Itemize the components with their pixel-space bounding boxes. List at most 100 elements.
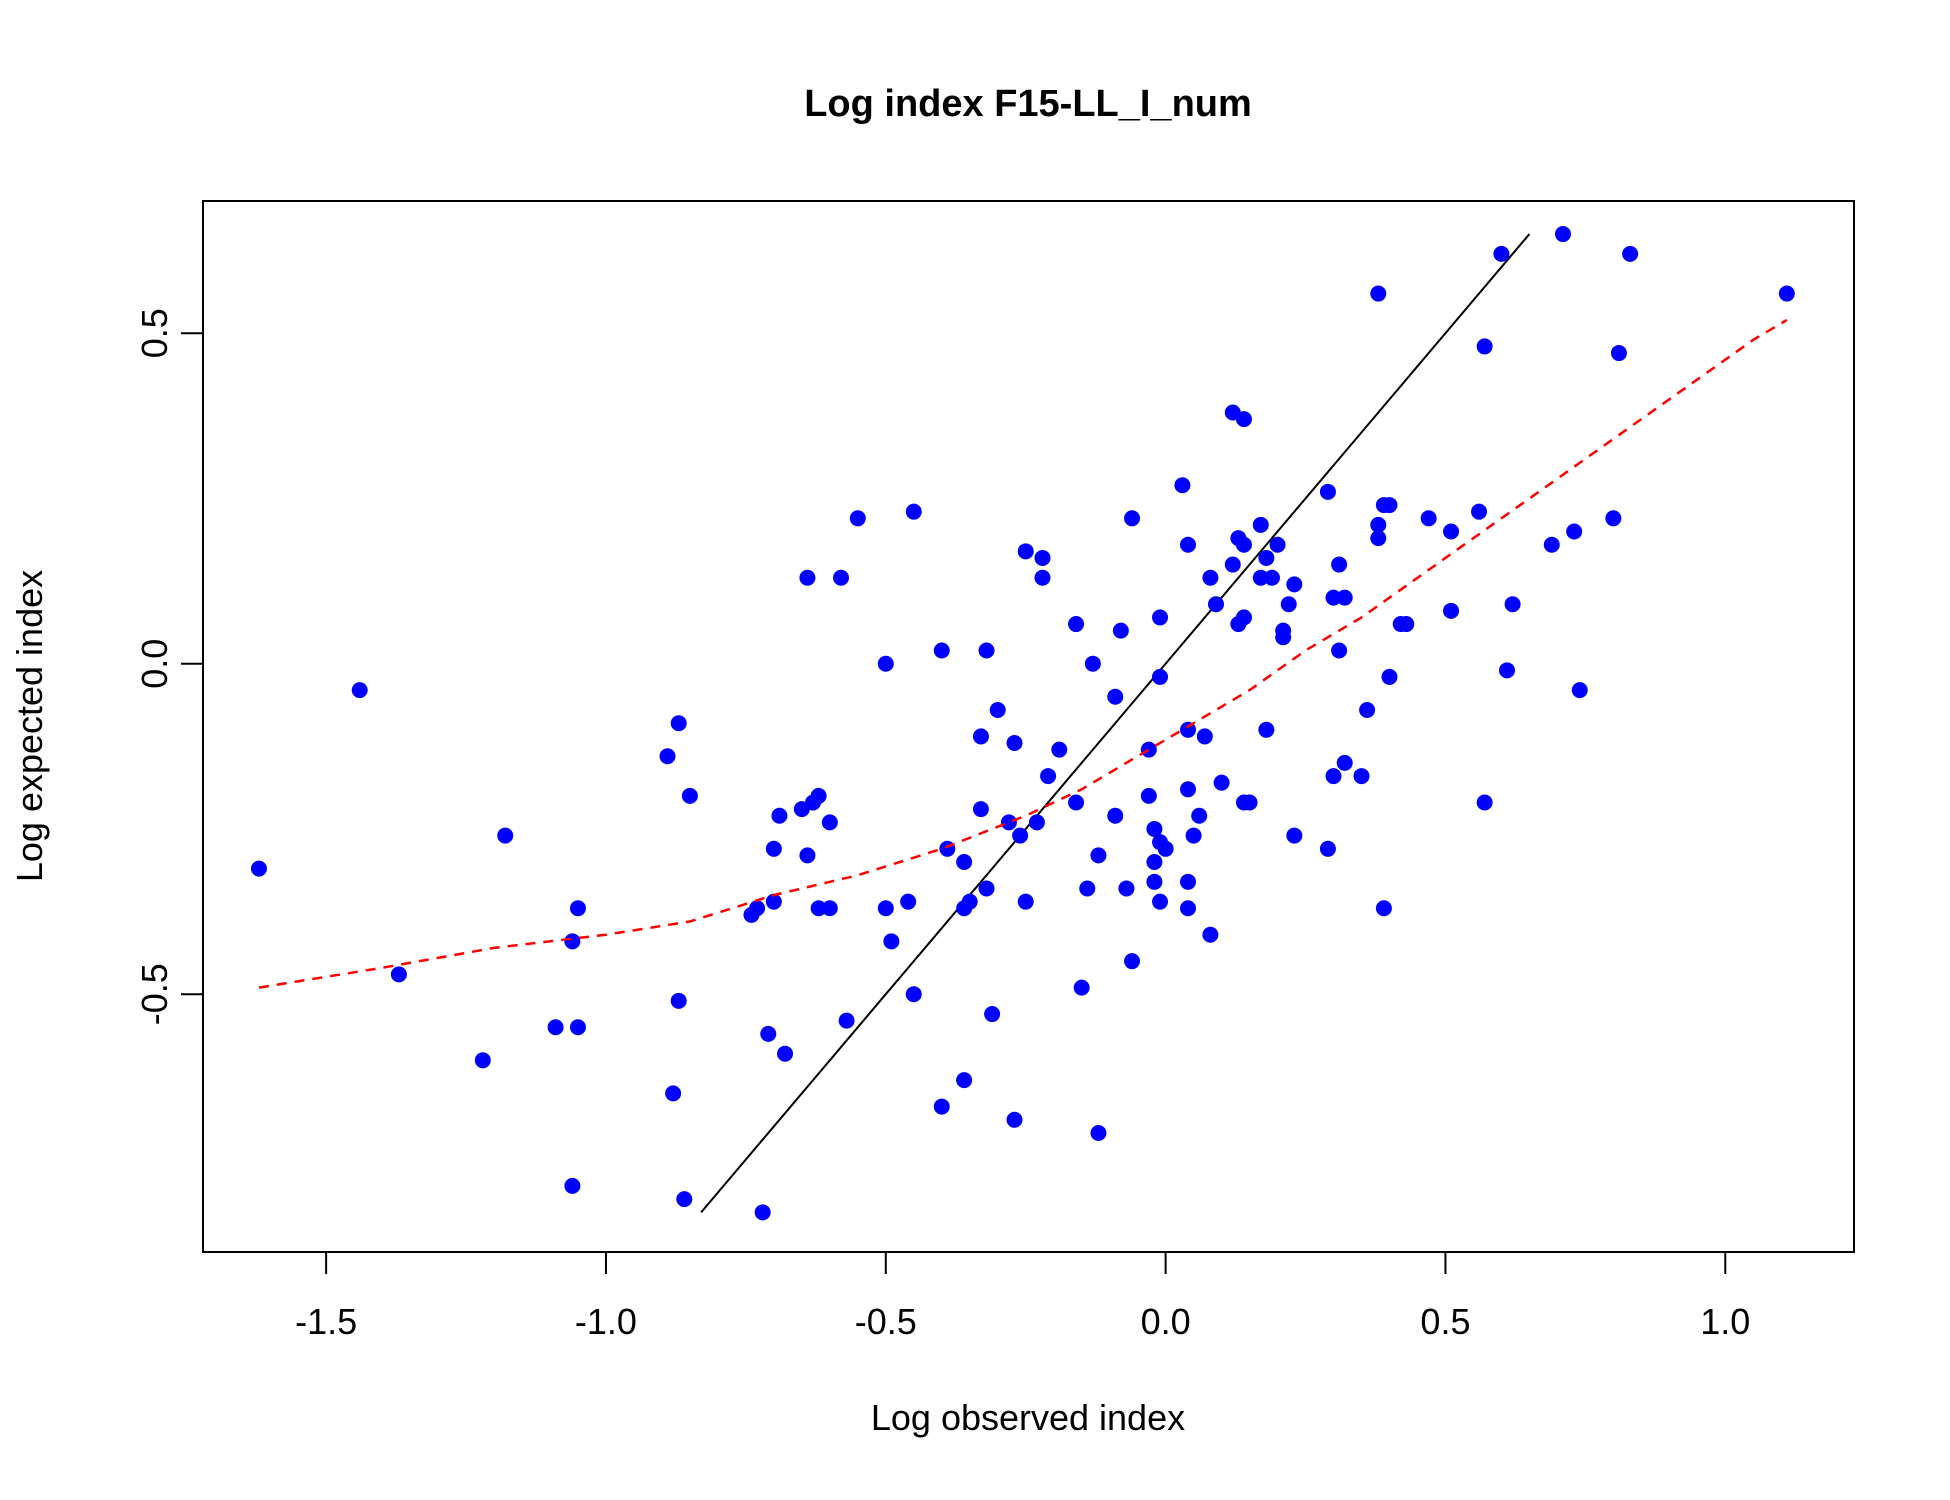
data-point — [1140, 741, 1157, 758]
data-point — [1040, 768, 1057, 785]
plot-frame — [202, 200, 1855, 1253]
data-point — [1398, 616, 1415, 633]
data-point — [754, 1204, 771, 1221]
data-point — [1028, 814, 1045, 831]
x-axis: -1.5 -1.0 -0.5 0.0 0.5 1.0 — [295, 1251, 1750, 1342]
data-point — [1235, 411, 1252, 428]
x-tick-label: -0.5 — [855, 1301, 917, 1342]
data-point — [765, 840, 782, 857]
data-point — [659, 748, 676, 765]
data-point — [670, 992, 687, 1009]
data-point — [1605, 510, 1622, 527]
data-point — [810, 787, 827, 804]
data-point — [1359, 701, 1376, 718]
data-point — [1275, 622, 1292, 639]
data-point — [799, 847, 816, 864]
data-point — [877, 900, 894, 917]
data-point — [1566, 523, 1583, 540]
data-point — [1017, 543, 1034, 560]
data-point — [1180, 873, 1197, 890]
data-point — [1504, 596, 1521, 613]
data-point — [1006, 1111, 1023, 1128]
data-point — [933, 1098, 950, 1115]
data-point — [1124, 953, 1141, 970]
data-point — [1079, 880, 1096, 897]
y-tick-label: 0.0 — [134, 639, 175, 689]
data-point — [1336, 754, 1353, 771]
x-axis-label: Log observed index — [871, 1397, 1185, 1438]
data-point — [1319, 483, 1336, 500]
smooth-trend-line — [258, 318, 1788, 989]
data-point — [1140, 787, 1157, 804]
data-point — [933, 642, 950, 659]
data-point — [1174, 477, 1191, 494]
data-point — [1476, 794, 1493, 811]
data-point — [877, 655, 894, 672]
data-point — [978, 642, 995, 659]
data-point — [1471, 503, 1488, 520]
x-tick-label: 0.0 — [1141, 1301, 1191, 1342]
data-point — [569, 900, 586, 917]
data-point — [1073, 979, 1090, 996]
data-point — [1571, 682, 1588, 699]
data-point — [838, 1012, 855, 1029]
data-point — [1622, 245, 1639, 262]
data-point — [1381, 668, 1398, 685]
data-point — [1370, 516, 1387, 533]
data-point — [1185, 827, 1202, 844]
data-point — [1196, 728, 1213, 745]
data-point — [1778, 285, 1795, 302]
data-point — [1280, 596, 1297, 613]
data-point — [989, 701, 1006, 718]
data-point — [1202, 569, 1219, 586]
data-point — [1000, 814, 1017, 831]
data-point — [1068, 616, 1085, 633]
data-point — [1146, 820, 1163, 837]
data-point — [1017, 893, 1034, 910]
data-point — [1152, 893, 1169, 910]
data-point — [956, 854, 973, 871]
data-point — [1224, 556, 1241, 573]
x-tick-label: -1.5 — [295, 1301, 357, 1342]
chart-title: Log index F15-LL_I_num — [804, 83, 1252, 125]
y-tick-label: 0.5 — [134, 308, 175, 358]
data-point — [1034, 569, 1051, 586]
data-point — [1068, 794, 1085, 811]
data-point — [1180, 536, 1197, 553]
data-point — [1325, 589, 1342, 606]
data-point — [1241, 794, 1258, 811]
data-point — [1157, 840, 1174, 857]
data-point — [1443, 602, 1460, 619]
data-point — [1146, 873, 1163, 890]
data-point — [670, 715, 687, 732]
data-point — [1381, 497, 1398, 514]
data-point — [665, 1085, 682, 1102]
data-point — [564, 933, 581, 950]
data-point — [1258, 721, 1275, 738]
data-point — [810, 900, 827, 917]
data-point — [1476, 338, 1493, 355]
data-point — [1051, 741, 1068, 758]
data-point — [1543, 536, 1560, 553]
data-point — [900, 893, 917, 910]
data-point — [883, 933, 900, 950]
data-point — [1554, 226, 1571, 243]
data-point — [390, 966, 407, 983]
data-point — [1420, 510, 1437, 527]
data-point — [956, 1072, 973, 1089]
data-point — [250, 860, 267, 877]
data-point — [799, 569, 816, 586]
data-point — [351, 682, 368, 699]
data-point — [1319, 840, 1336, 857]
data-point — [1375, 900, 1392, 917]
data-point — [1443, 523, 1460, 540]
data-point — [1286, 576, 1303, 593]
data-point — [1180, 900, 1197, 917]
data-point — [1331, 642, 1348, 659]
data-point — [1353, 768, 1370, 785]
identity-line — [700, 233, 1531, 1213]
data-point — [474, 1052, 491, 1069]
data-point — [905, 503, 922, 520]
data-point — [849, 510, 866, 527]
data-point — [1202, 926, 1219, 943]
